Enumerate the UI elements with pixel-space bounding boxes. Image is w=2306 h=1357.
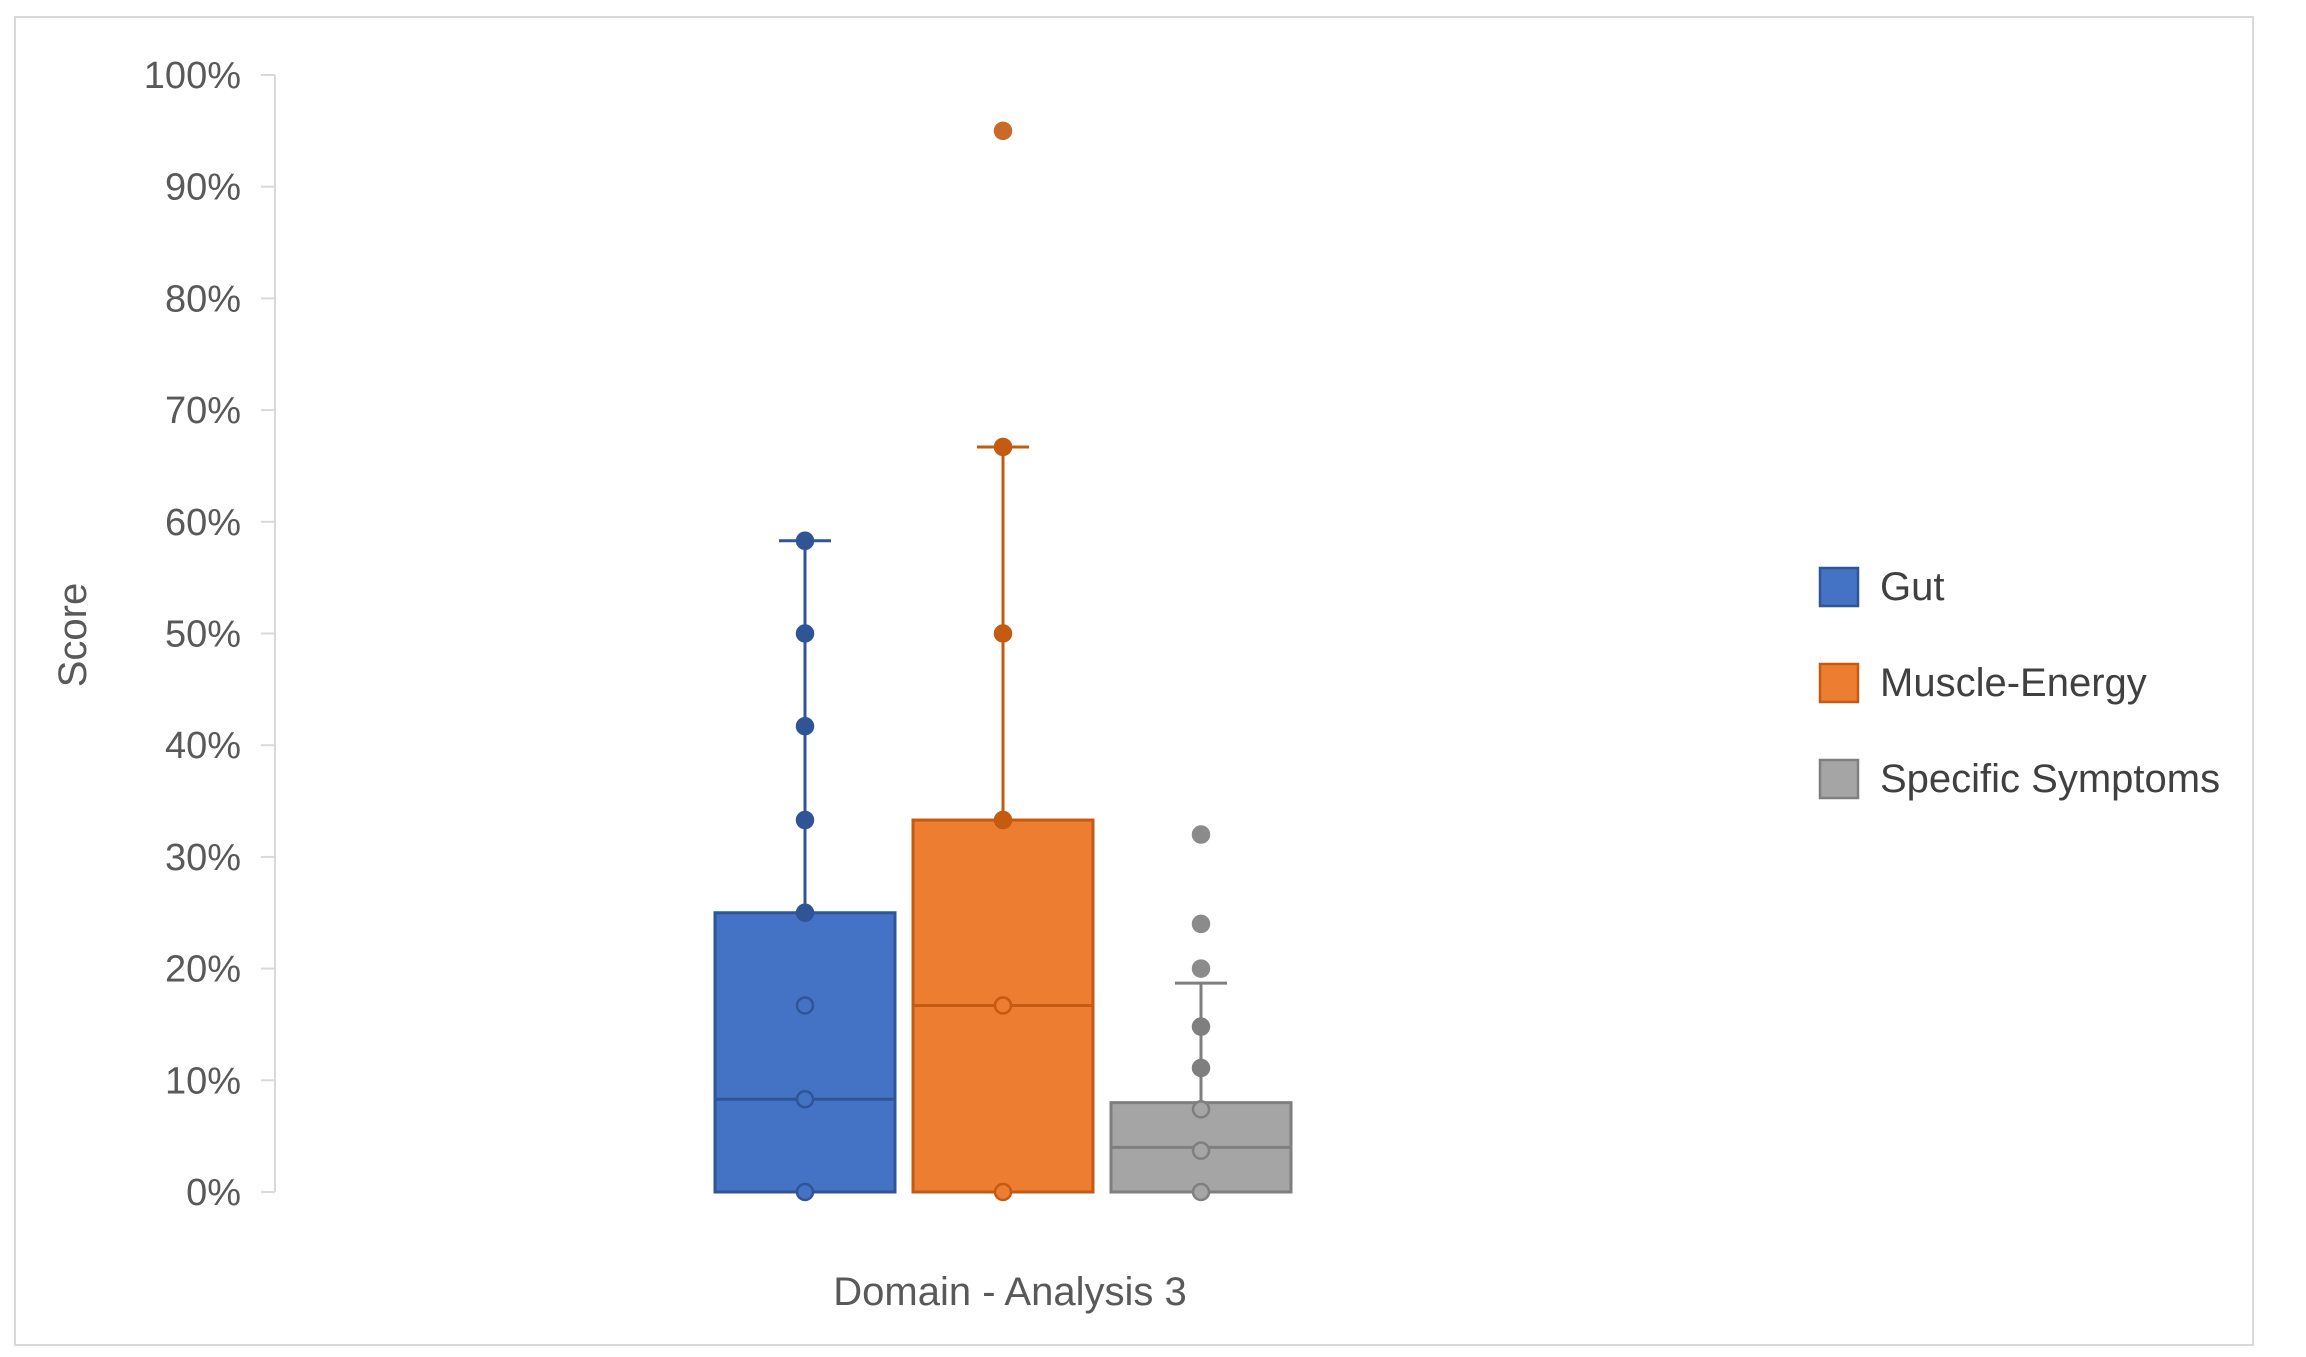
y-tick-label: 90% bbox=[165, 167, 241, 209]
box-series-muscle-energy bbox=[911, 121, 1095, 1202]
legend-label: Specific Symptoms bbox=[1880, 757, 2220, 801]
y-tick-label: 0% bbox=[186, 1172, 241, 1214]
data-point bbox=[1191, 1182, 1211, 1202]
data-point bbox=[1191, 1017, 1211, 1036]
data-point bbox=[993, 1182, 1013, 1202]
data-point bbox=[993, 437, 1013, 457]
data-point bbox=[795, 716, 815, 736]
x-axis-title: Domain - Analysis 3 bbox=[833, 1270, 1186, 1314]
data-point bbox=[1191, 1058, 1211, 1078]
legend-swatch bbox=[1818, 758, 1860, 800]
data-point bbox=[993, 624, 1013, 643]
y-axis-title: Score bbox=[51, 583, 95, 688]
y-tick-label: 30% bbox=[165, 837, 241, 879]
legend-swatch bbox=[1818, 662, 1860, 704]
box-series-specific-symptoms bbox=[1109, 825, 1293, 1202]
data-point bbox=[993, 996, 1013, 1015]
data-point bbox=[1191, 1141, 1211, 1160]
data-point bbox=[993, 810, 1013, 830]
y-tick-label: 50% bbox=[165, 614, 241, 656]
data-point bbox=[795, 810, 815, 830]
outlier-point bbox=[1191, 825, 1211, 844]
data-point bbox=[795, 624, 815, 643]
legend-item: Specific Symptoms bbox=[1818, 757, 2220, 801]
y-tick-label: 10% bbox=[165, 1060, 241, 1102]
outlier-point bbox=[1191, 914, 1211, 934]
data-point bbox=[795, 1182, 815, 1202]
legend-swatch bbox=[1818, 566, 1860, 608]
box-rect bbox=[713, 911, 897, 1194]
outlier-point bbox=[1191, 959, 1211, 978]
data-point bbox=[795, 996, 815, 1015]
data-point bbox=[795, 531, 815, 551]
data-point bbox=[795, 903, 815, 922]
data-point bbox=[1191, 1100, 1211, 1119]
outlier-point bbox=[993, 121, 1013, 141]
y-tick-label: 60% bbox=[165, 502, 241, 544]
legend-item: Gut bbox=[1818, 565, 1944, 609]
y-tick-label: 20% bbox=[165, 949, 241, 991]
data-point bbox=[795, 1090, 815, 1109]
y-tick-label: 70% bbox=[165, 390, 241, 432]
y-tick-label: 100% bbox=[144, 55, 241, 97]
y-tick-label: 40% bbox=[165, 725, 241, 767]
legend-label: Muscle-Energy bbox=[1880, 661, 2147, 705]
legend-label: Gut bbox=[1880, 565, 1944, 609]
box-series-gut bbox=[713, 531, 897, 1202]
legend-item: Muscle-Energy bbox=[1818, 661, 2147, 705]
y-tick-label: 80% bbox=[165, 278, 241, 320]
